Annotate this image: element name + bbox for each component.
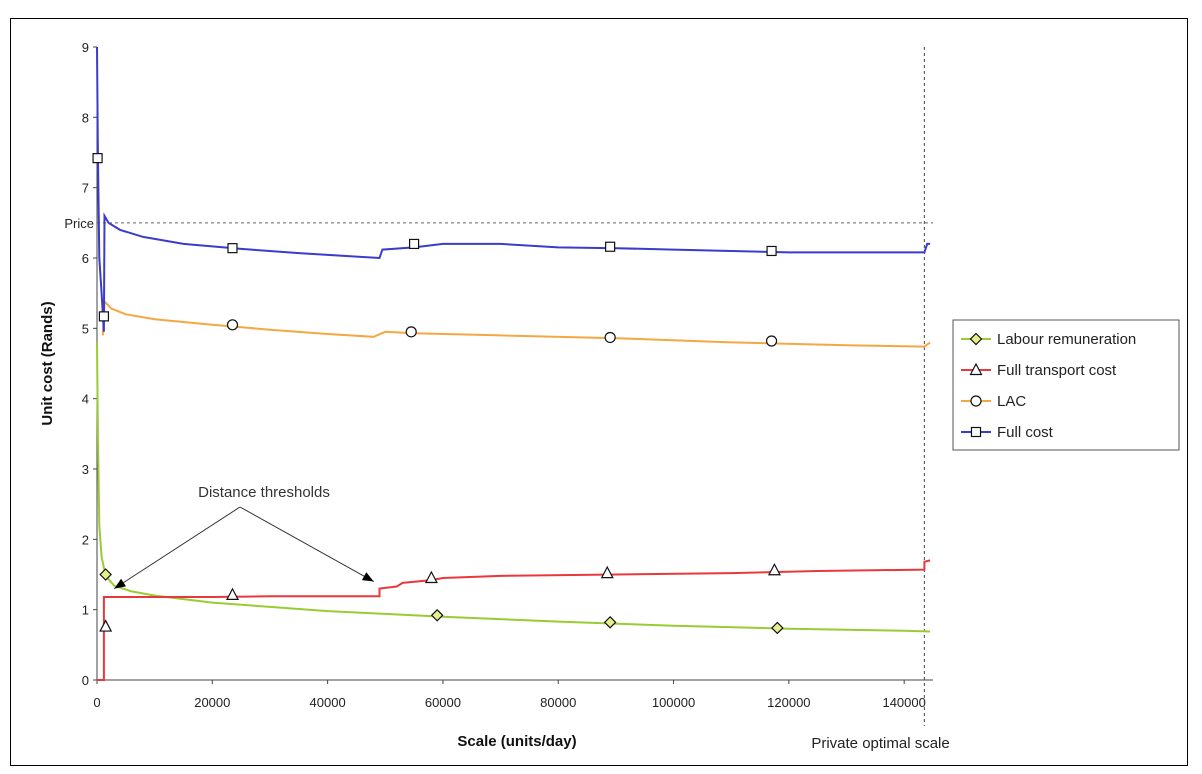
x-tick-label: 120000 — [767, 695, 810, 710]
annotation-arrow-1 — [239, 506, 374, 582]
chart-frame — [10, 18, 1188, 766]
series-marker-3 — [227, 243, 238, 254]
x-tick-label: 80000 — [540, 695, 576, 710]
reference-lines: Price Private optimal scale — [64, 47, 950, 752]
series-marker-3 — [605, 241, 616, 252]
axes — [96, 47, 933, 681]
distance-thresholds-annotation: Distance thresholds — [114, 484, 374, 589]
series-marker-2 — [765, 335, 778, 347]
series-marker-3 — [766, 245, 777, 257]
series-marker-1 — [767, 562, 781, 576]
annotation-arrowhead-0 — [114, 578, 126, 589]
series-marker-2 — [604, 331, 616, 344]
series-line-3 — [96, 46, 931, 332]
y-tick-label: 9 — [82, 40, 89, 55]
legend: Labour remuneration Full transport cost LA… — [952, 319, 1180, 451]
y-axis-title: Unit cost (Rands) — [39, 301, 56, 425]
legend-marker-0 — [969, 332, 983, 346]
legend-marker-1 — [969, 362, 983, 376]
annotation-text: Distance thresholds — [198, 484, 330, 501]
y-tick-label: 6 — [82, 251, 89, 266]
y-tick-label: 8 — [82, 110, 89, 125]
x-tick-label: 60000 — [425, 695, 461, 710]
y-tick-label: 7 — [82, 181, 89, 196]
series-lines — [96, 46, 931, 681]
series-line-2 — [101, 299, 931, 348]
legend-label-3: Full cost — [997, 424, 1054, 441]
x-tick-label: 20000 — [194, 695, 230, 710]
series-marker-0 — [603, 615, 617, 629]
series-markers — [92, 153, 784, 635]
x-tick-label: 40000 — [310, 695, 346, 710]
series-marker-1 — [99, 619, 113, 632]
legend-marker-2 — [970, 395, 982, 407]
series-marker-0 — [770, 621, 784, 635]
legend-label-1: Full transport cost — [997, 362, 1117, 379]
series-marker-2 — [226, 319, 239, 331]
price-label: Price — [64, 216, 94, 231]
series-marker-2 — [405, 326, 417, 338]
y-tick-label: 1 — [82, 603, 89, 618]
y-ticks: 0 1 2 3 4 5 6 7 8 9 — [82, 40, 97, 688]
series-marker-3 — [92, 153, 103, 164]
series-marker-0 — [430, 608, 444, 622]
annotation-arrow-0 — [114, 506, 241, 589]
series-line-0 — [96, 342, 931, 633]
series-marker-0 — [99, 568, 112, 581]
y-tick-label: 5 — [82, 321, 89, 336]
y-tick-label: 3 — [82, 462, 89, 477]
series-line-1 — [97, 559, 931, 681]
series-marker-3 — [98, 311, 110, 322]
annotation-arrowhead-1 — [361, 572, 374, 582]
x-tick-label: 100000 — [652, 695, 695, 710]
x-axis-title: Scale (units/day) — [457, 733, 576, 750]
x-tick-label: 0 — [93, 695, 100, 710]
y-tick-label: 4 — [82, 392, 89, 407]
y-tick-label: 2 — [82, 532, 89, 547]
private-optimal-scale-label: Private optimal scale — [811, 735, 949, 752]
series-marker-1 — [225, 587, 239, 600]
x-tick-label: 140000 — [882, 695, 925, 710]
legend-box — [952, 319, 1180, 451]
legend-marker-3 — [970, 426, 982, 438]
legend-label-0: Labour remuneration — [997, 331, 1136, 348]
x-ticks: 0 20000 40000 60000 80000 100000 120000 140000 — [93, 680, 926, 710]
series-marker-1 — [600, 565, 614, 579]
legend-label-2: LAC — [997, 393, 1026, 410]
series-marker-3 — [409, 238, 420, 250]
series-marker-1 — [424, 570, 438, 584]
y-tick-label: 0 — [82, 673, 89, 688]
